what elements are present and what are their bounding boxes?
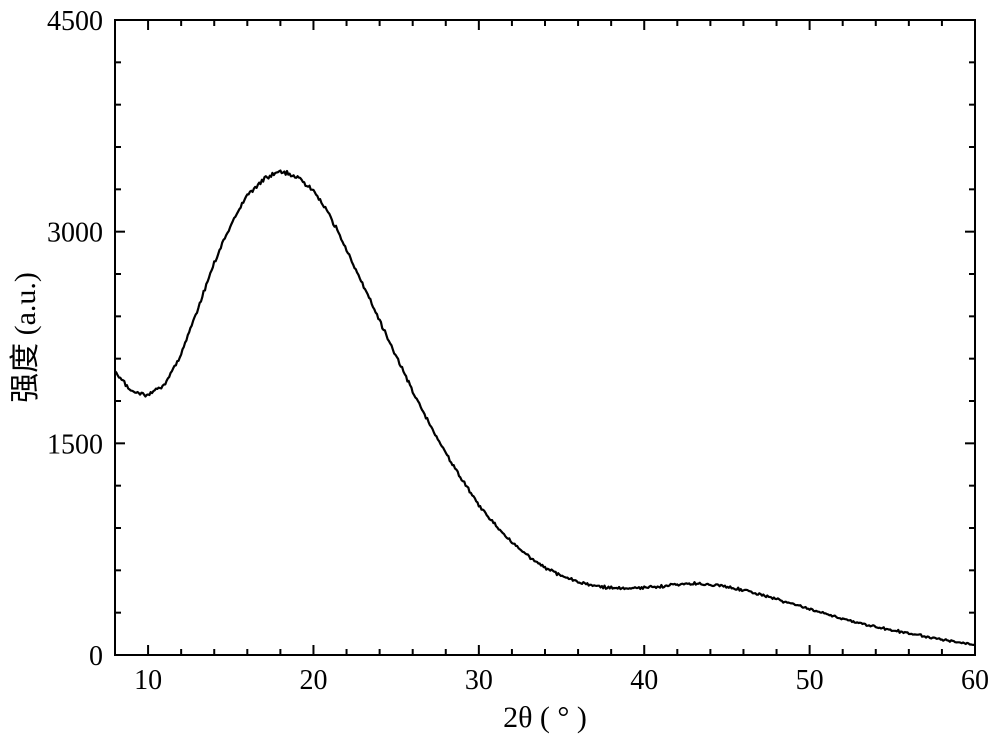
x-tick-label: 60 <box>961 665 989 696</box>
x-tick-label: 50 <box>796 665 824 696</box>
y-axis-label: 强度 (a.u.) <box>9 272 42 403</box>
x-tick-label: 20 <box>299 665 327 696</box>
y-tick-label: 3000 <box>47 218 103 249</box>
y-tick-label: 4500 <box>47 6 103 37</box>
xrd-trace <box>115 171 975 646</box>
plot-frame <box>115 20 975 655</box>
x-tick-label: 10 <box>134 665 162 696</box>
y-tick-label: 1500 <box>47 429 103 460</box>
x-axis-label: 2θ ( ° ) <box>503 701 587 734</box>
x-tick-label: 40 <box>630 665 658 696</box>
x-tick-label: 30 <box>465 665 493 696</box>
y-tick-label: 0 <box>89 641 103 672</box>
